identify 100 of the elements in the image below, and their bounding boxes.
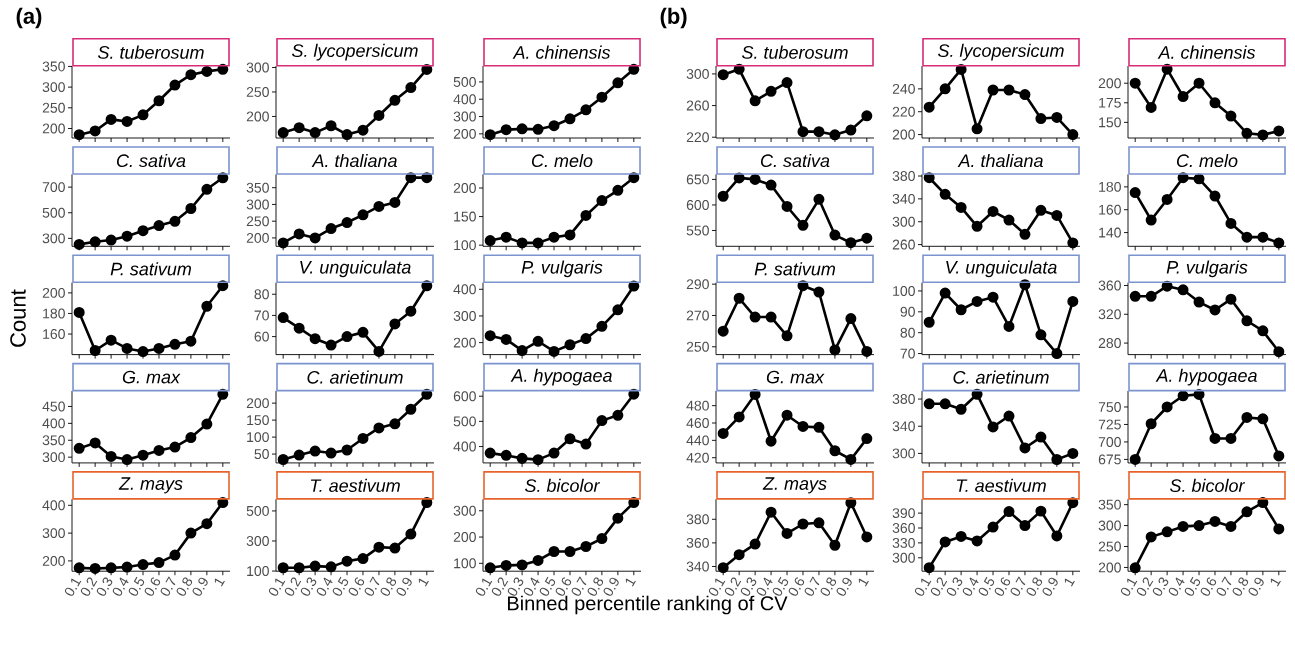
point	[971, 123, 983, 135]
point	[341, 331, 353, 343]
x-tick-label: 0.4	[756, 577, 773, 596]
point	[733, 549, 745, 561]
y-tick-label: 340	[892, 421, 915, 432]
point	[733, 292, 745, 304]
point	[955, 201, 967, 213]
point	[564, 113, 576, 125]
x-tick-label: 0.9	[603, 577, 619, 596]
point	[717, 427, 729, 439]
x-tick-label: 0.1	[64, 578, 82, 596]
y-tick-label: 220	[892, 106, 915, 117]
x-tick-label: 0.9	[396, 577, 412, 596]
y-tick-label: 300	[246, 199, 269, 210]
point	[939, 287, 951, 299]
y-tick-label: 650	[686, 174, 709, 185]
chart-title: S. tuberosum	[742, 45, 848, 59]
point	[121, 115, 133, 127]
y-tick-label: 200	[42, 123, 65, 134]
x-tick-label: 0.3	[300, 577, 317, 596]
point	[373, 200, 385, 212]
point	[939, 536, 951, 548]
point	[939, 188, 951, 200]
x-tick-label: 0.8	[1232, 577, 1249, 596]
point	[861, 232, 873, 244]
point	[516, 345, 528, 357]
y-tick-label: 750	[1098, 402, 1121, 412]
point	[421, 388, 433, 400]
x-tick-label: 0.9	[1042, 577, 1058, 596]
point	[405, 82, 417, 94]
point	[987, 421, 999, 433]
y-tick-label: 200	[246, 232, 269, 243]
y-tick-label: 725	[1098, 419, 1121, 430]
chart-title: P. sativum	[110, 262, 191, 276]
point	[516, 452, 528, 464]
point	[829, 229, 841, 241]
point	[1067, 295, 1079, 307]
y-tick-label: 80	[900, 327, 915, 338]
x-tick-label: 0.2	[491, 577, 509, 596]
y-tick-label: 400	[42, 500, 65, 511]
y-tick-label: 300	[686, 68, 709, 79]
point	[516, 123, 528, 135]
y-tick-label: 360	[686, 537, 709, 548]
point	[548, 447, 560, 459]
y-tick-label: 350	[42, 435, 65, 446]
point	[1273, 237, 1285, 249]
chart-title: C. sativa	[116, 153, 186, 168]
point	[325, 120, 337, 132]
text: (a)	[16, 7, 42, 29]
y-tick-label: 600	[453, 391, 476, 402]
point	[73, 306, 85, 318]
y-tick-label: 500	[42, 207, 65, 218]
point	[357, 432, 369, 444]
x-axis-title: Binned percentile ranking of CV	[508, 595, 788, 615]
chart-title: C. melo	[531, 153, 593, 168]
point	[955, 403, 967, 415]
point	[1193, 77, 1205, 89]
chart-title: S. bicolor	[525, 478, 601, 493]
y-tick-label: 300	[42, 82, 65, 93]
point	[797, 126, 809, 138]
x-tick-label: 0.7	[1010, 576, 1026, 596]
point	[845, 453, 857, 465]
x-tick-label: 0.5	[128, 576, 145, 596]
point	[341, 217, 353, 229]
point	[987, 205, 999, 217]
point	[1273, 450, 1285, 462]
point	[309, 560, 321, 572]
y-tick-label: 340	[686, 561, 709, 572]
point	[717, 325, 729, 337]
point	[121, 454, 133, 466]
x-tick-label: 1	[858, 578, 869, 587]
point	[1019, 520, 1031, 532]
point	[532, 454, 544, 466]
point	[564, 546, 576, 557]
point	[1161, 280, 1173, 292]
point	[596, 91, 608, 103]
point	[341, 555, 353, 567]
y-tick-label: 360	[1098, 280, 1121, 291]
chart-title: A. thaliana	[311, 153, 397, 168]
point	[813, 517, 825, 529]
point	[781, 330, 793, 342]
x-tick-label: 0.6	[144, 577, 161, 596]
y-tick-label: 200	[42, 555, 65, 566]
point	[309, 232, 321, 244]
point	[564, 433, 576, 445]
point	[1035, 204, 1047, 216]
point	[201, 65, 213, 77]
point	[781, 409, 793, 421]
x-tick-label: 1	[214, 578, 225, 587]
point	[861, 110, 873, 122]
point	[1193, 520, 1205, 532]
point	[564, 229, 576, 241]
y-tick-label: 500	[246, 505, 269, 516]
y-tick-label: 300	[42, 233, 65, 244]
point	[612, 184, 624, 196]
y-tick-label: 100	[454, 558, 476, 569]
point	[373, 422, 385, 434]
y-tick-label: 70	[254, 310, 269, 321]
point	[612, 77, 624, 89]
y-tick-label: 300	[246, 62, 269, 73]
